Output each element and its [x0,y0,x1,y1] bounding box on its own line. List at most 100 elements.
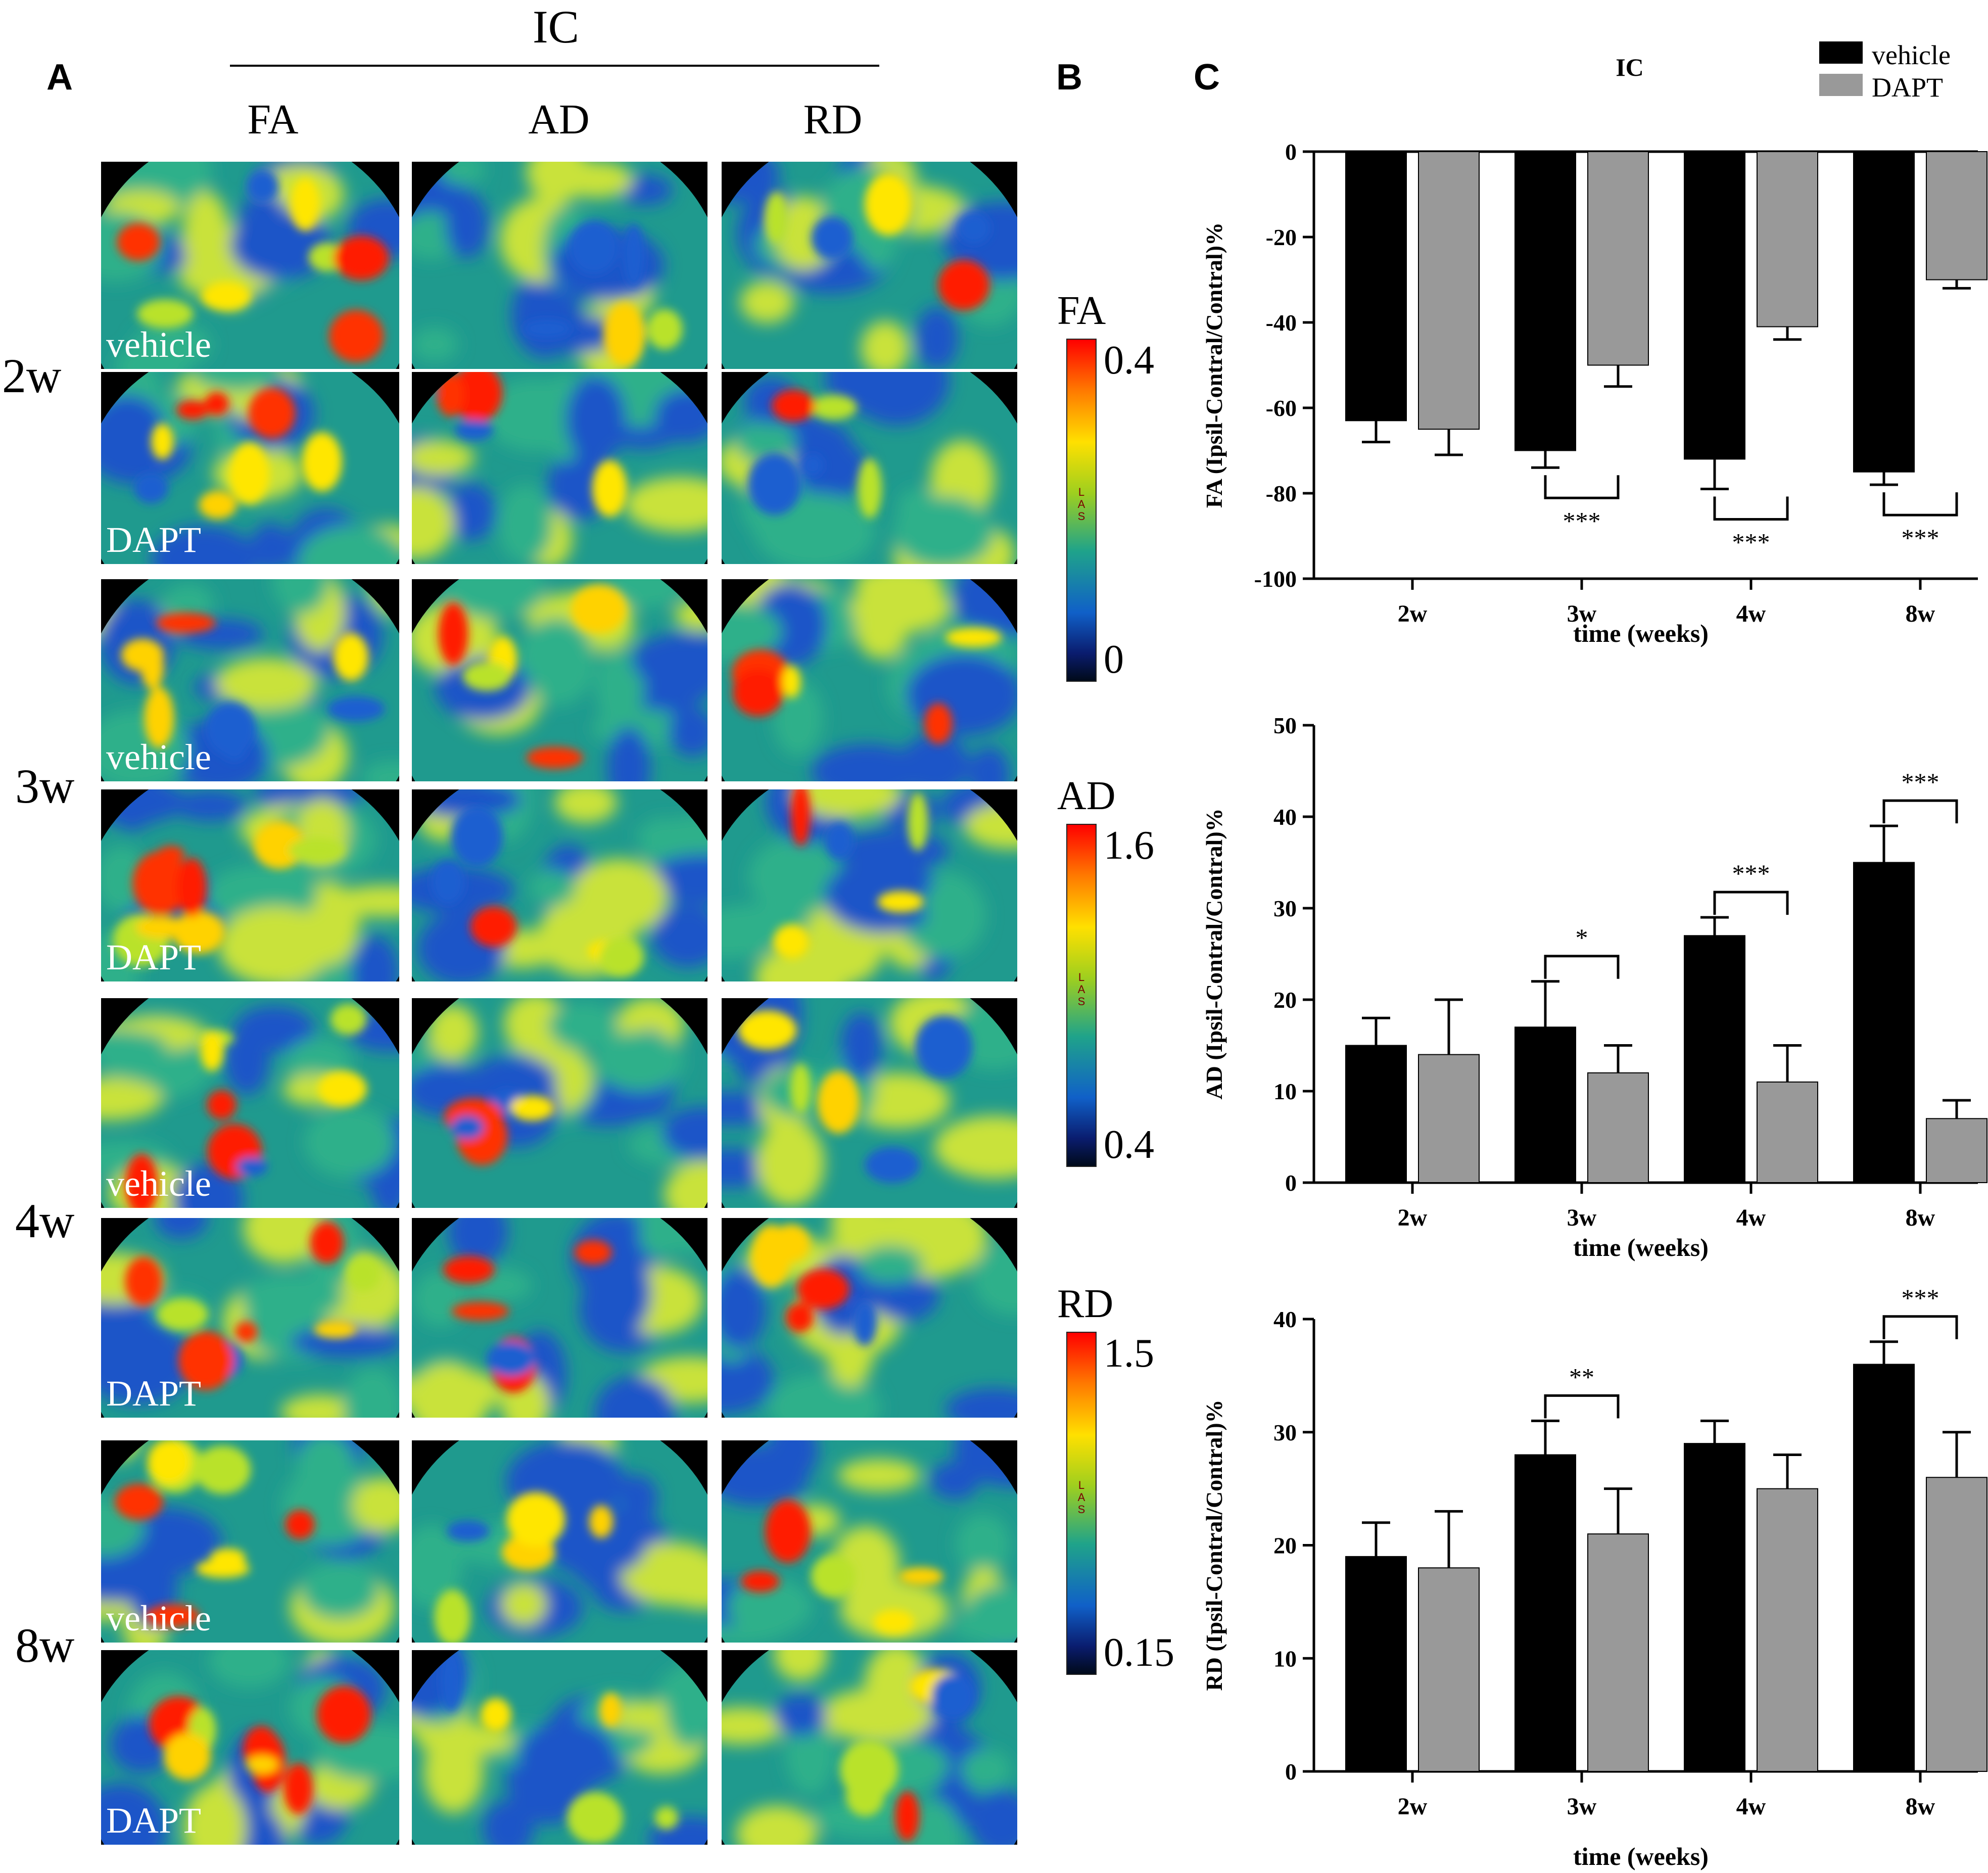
y-tick-label: 10 [1273,1646,1297,1671]
bar-vehicle-4w [1684,935,1745,1184]
significance-label: *** [1902,768,1939,796]
significance-bracket [1713,496,1789,521]
x-axis-title: time (weeks) [1573,1842,1709,1870]
significance-bracket [1544,1394,1620,1419]
y-tick-label: 50 [1273,713,1297,738]
bar-vehicle-3w [1514,1454,1576,1772]
x-axis-title: time (weeks) [1573,619,1709,647]
mri-map-2w-vehicle-ad [412,162,707,369]
y-tick-label: -60 [1266,395,1297,421]
treatment-label: DAPT [106,1800,202,1841]
x-tick-label: 2w [1398,1793,1428,1820]
color-scale-min-rd: 0.15 [1104,1630,1174,1675]
y-tick-label: 0 [1285,1759,1297,1785]
treatment-label: vehicle [106,324,211,365]
color-scale-title-rd: RD [1057,1282,1114,1326]
mri-map-4w-dapt-rd [722,1218,1017,1418]
color-scale-max-fa: 0.4 [1104,338,1154,383]
bar-vehicle-4w [1684,151,1745,460]
color-scale-min-ad: 0.4 [1104,1122,1154,1167]
y-tick-label: 20 [1273,1533,1297,1559]
y-axis-title: RD (Ipsil-Contral/Contral)% [1201,1399,1227,1691]
treatment-label: vehicle [106,1163,211,1204]
x-tick-label: 3w [1567,1793,1597,1820]
y-tick-label: 0 [1285,1170,1297,1196]
bar-vehicle-2w [1345,1556,1407,1772]
mri-map-2w-dapt-ad [412,372,707,564]
mri-map-3w-vehicle-ad [412,579,707,781]
mri-map-8w-vehicle-fa: vehicle [101,1440,399,1643]
column-header-fa: FA [247,96,299,143]
x-tick-label: 2w [1398,600,1428,627]
y-axis-title: AD (Ipsil-Contral/Contral)% [1201,808,1227,1099]
significance-bracket [1882,799,1958,824]
mri-map-8w-vehicle-ad [412,1440,707,1643]
row-label-8w: 8w [15,1618,75,1672]
mri-map-2w-vehicle-fa: vehicle [101,162,399,369]
y-tick-label: 10 [1273,1079,1297,1104]
chart-legend: vehicle DAPT [1819,39,1986,103]
mri-map-8w-vehicle-rd [722,1440,1017,1643]
x-tick-label: 3w [1567,600,1597,627]
mri-map-3w-vehicle-fa: vehicle [101,579,399,781]
bar-dapt-8w [1926,151,1987,280]
x-tick-label: 8w [1906,1204,1935,1231]
y-tick-label: -20 [1266,224,1297,250]
significance-label: *** [1732,528,1770,556]
legend-label-vehicle: vehicle [1872,40,1951,70]
bar-vehicle-2w [1345,151,1407,422]
x-axis-title: time (weeks) [1573,1233,1709,1261]
bar-vehicle-8w [1853,151,1915,473]
color-scale-min-fa: 0 [1104,637,1124,682]
legend-label-dapt: DAPT [1872,72,1944,103]
bar-vehicle-4w [1684,1443,1745,1772]
mri-map-3w-dapt-rd [722,789,1017,981]
bar-dapt-4w [1757,1488,1818,1772]
significance-bracket [1882,492,1958,517]
treatment-label: DAPT [106,1373,202,1414]
bar-vehicle-2w [1345,1045,1407,1183]
row-label-4w: 4w [15,1194,75,1248]
legend-swatch-vehicle [1819,41,1863,64]
mri-map-8w-dapt-ad [412,1650,707,1845]
y-tick-label: 30 [1273,896,1297,921]
mri-map-8w-dapt-rd [722,1650,1017,1845]
color-scale-max-ad: 1.6 [1104,823,1154,868]
legend-swatch-dapt [1819,74,1863,96]
color-scale-max-rd: 1.5 [1104,1331,1154,1376]
mri-map-4w-dapt-ad [412,1218,707,1418]
x-tick-label: 8w [1906,600,1935,627]
mri-map-4w-vehicle-fa: vehicle [101,998,399,1208]
bar-dapt-4w [1757,1081,1818,1183]
significance-bracket [1882,1315,1958,1339]
treatment-label: DAPT [106,937,202,977]
y-tick-label: 40 [1273,804,1297,830]
y-tick-label: 0 [1285,139,1297,165]
bar-vehicle-8w [1853,862,1915,1183]
mri-map-8w-dapt-fa: DAPT [101,1650,399,1845]
bar-dapt-2w [1418,1054,1480,1184]
significance-bracket [1544,475,1620,499]
row-label-3w: 3w [15,759,75,813]
bar-dapt-8w [1926,1477,1987,1772]
x-tick-label: 4w [1736,600,1766,627]
column-header-rd: RD [803,96,863,143]
y-tick-label: -100 [1254,566,1297,592]
column-header-ad: AD [528,96,590,143]
panel-a-group-label: IC [533,1,579,53]
x-tick-label: 4w [1736,1793,1766,1820]
y-tick-label: 20 [1273,987,1297,1013]
bar-chart-0: 0 -20 -40 -60 -80 -100 2w 3w 4w 8w *** *** *** time (… [1201,53,1987,647]
treatment-label: vehicle [106,737,211,777]
chart-title: IC [1616,53,1644,81]
mri-map-4w-dapt-fa: DAPT [101,1218,399,1418]
row-label-2w: 2w [2,349,62,403]
group-bracket-line [230,65,879,67]
y-tick-label: -80 [1266,481,1297,506]
